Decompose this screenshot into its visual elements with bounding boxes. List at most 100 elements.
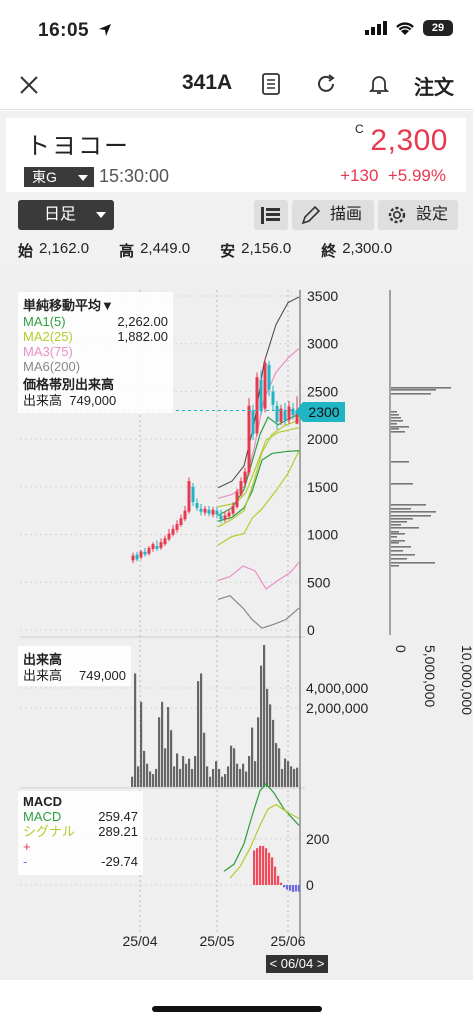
- macd-histogram-bar: [298, 885, 301, 892]
- signal-line: [229, 803, 300, 879]
- ma6-line: [217, 594, 300, 629]
- macd-value: 259.47: [98, 809, 138, 824]
- candle-body: [191, 486, 195, 503]
- volume-bar: [221, 776, 224, 787]
- vp-bar: [391, 550, 403, 552]
- candle-body: [143, 551, 147, 555]
- macd-histogram-bar: [268, 852, 271, 885]
- vp-bar: [391, 511, 436, 513]
- date-tick-label: 25/06: [270, 933, 305, 949]
- candle-body: [259, 379, 263, 411]
- ma6-label: MA6(200): [23, 359, 81, 374]
- candle-body: [179, 518, 183, 526]
- candle-body: [255, 377, 259, 434]
- vp-bar: [391, 461, 409, 463]
- location-arrow-icon: [99, 24, 111, 36]
- candle-body: [275, 405, 279, 422]
- volume-legend[interactable]: 出来高 出来高 749,000: [18, 646, 131, 686]
- volume-bar: [200, 673, 203, 787]
- volume-bar: [230, 745, 233, 787]
- candle-body: [203, 508, 207, 513]
- volume-bar: [242, 763, 245, 787]
- settings-button[interactable]: 設定: [378, 200, 458, 230]
- macd-histogram-bar: [262, 845, 265, 885]
- candle-body: [227, 512, 231, 517]
- gear-icon: [388, 206, 406, 224]
- ma-legend[interactable]: 単純移動平均▼ MA1(5) 2,262.00 MA2(25) 1,882.00 M…: [18, 292, 173, 413]
- period-selector[interactable]: 日足: [18, 200, 114, 230]
- price-tick-label: 1500: [307, 479, 338, 495]
- ma-legend-title: 単純移動平均▼: [23, 298, 114, 313]
- low-label: 安: [220, 243, 236, 260]
- bell-icon[interactable]: [366, 71, 392, 97]
- close-label: 終: [321, 243, 337, 260]
- order-button[interactable]: 注文: [414, 77, 454, 99]
- macd-legend-title: MACD: [23, 794, 62, 809]
- candle-body: [231, 505, 235, 514]
- trade-time: 15:30:00: [99, 166, 170, 186]
- change-value: +130: [340, 166, 379, 185]
- open-value: 2,162.0: [39, 240, 90, 257]
- draw-button[interactable]: 描画: [292, 200, 374, 230]
- macd-histogram-bar: [286, 885, 289, 890]
- candle-body: [263, 362, 267, 409]
- candle-body: [199, 508, 203, 512]
- volume-bar: [170, 730, 173, 787]
- candle-body: [291, 408, 295, 416]
- candle-body: [287, 406, 291, 421]
- candle-body: [239, 481, 243, 495]
- wifi-icon: [396, 22, 414, 35]
- document-icon[interactable]: [258, 71, 284, 97]
- vp-tick-label: 5,000,000: [422, 645, 438, 707]
- volume-bar: [263, 645, 266, 787]
- signal-value: 289.21: [98, 824, 138, 839]
- vp-bar: [391, 558, 407, 560]
- market-selector[interactable]: 東G: [24, 167, 94, 187]
- volume-bar: [245, 771, 248, 787]
- ma2-line: [217, 450, 300, 546]
- vp-bar: [391, 423, 397, 425]
- volume-bar: [281, 768, 284, 787]
- volume-bar: [254, 761, 257, 787]
- volume-bar: [188, 758, 191, 787]
- macd-histogram-bar: [265, 848, 268, 885]
- close-icon[interactable]: [14, 70, 44, 100]
- layout-button[interactable]: [254, 200, 288, 230]
- vp-bar: [391, 417, 401, 419]
- volume-bar: [191, 768, 194, 787]
- market-label: 東G: [32, 169, 57, 185]
- volume-bar: [185, 763, 188, 787]
- candle-body: [267, 364, 271, 390]
- macd-legend[interactable]: MACD MACD 259.47 シグナル 289.21 + - -29.74: [18, 791, 143, 875]
- volume-bar: [260, 665, 263, 787]
- refresh-icon[interactable]: [313, 71, 339, 97]
- volume-bar: [179, 768, 182, 787]
- candle-body: [135, 554, 139, 560]
- nav-bar: 341A 注文: [0, 60, 473, 110]
- settings-label: 設定: [416, 206, 449, 223]
- volume-bar: [224, 774, 227, 787]
- quote-card: トヨコー 東G 15:30:00 C 2,300 +130 +5.99%: [6, 118, 466, 192]
- price-tick-label: 2500: [307, 383, 338, 399]
- vp-bar: [391, 428, 399, 430]
- candle-body: [139, 551, 143, 558]
- caret-down-icon: [78, 175, 88, 181]
- candle-body: [251, 410, 255, 435]
- volume-bar: [155, 768, 158, 787]
- vp-volume: 出来高 749,000: [23, 393, 116, 408]
- volume-bar: [233, 748, 236, 787]
- candle-body: [219, 515, 223, 520]
- candle-body: [151, 544, 155, 549]
- volume-bar: [293, 768, 296, 787]
- candle-body: [163, 538, 167, 545]
- volume-bar: [164, 748, 167, 787]
- vp-bar: [391, 536, 397, 538]
- date-cursor[interactable]: < 06/04 >: [266, 955, 328, 973]
- vp-bar: [391, 521, 407, 523]
- vp-bar: [391, 515, 431, 517]
- ma2-mid-line: [217, 419, 300, 528]
- volume-bar: [239, 768, 242, 787]
- bar-lines-icon: [261, 207, 280, 224]
- minus-value: -29.74: [101, 854, 138, 869]
- volume-bar: [209, 776, 212, 787]
